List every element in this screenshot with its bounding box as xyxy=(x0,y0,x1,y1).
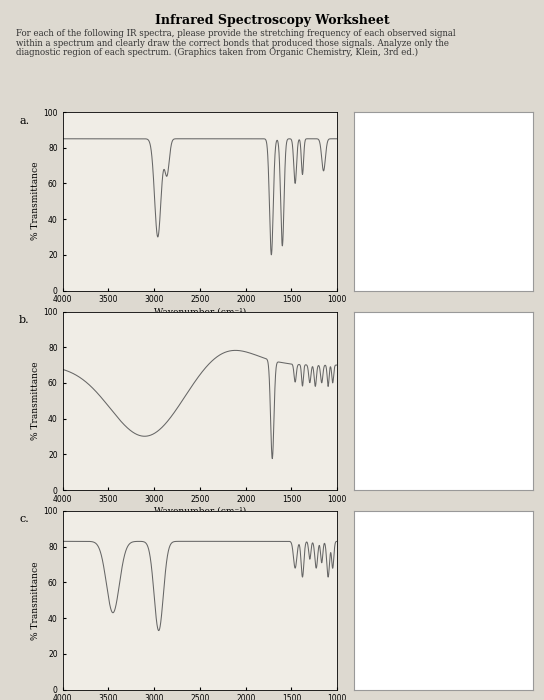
Y-axis label: % Transmittance: % Transmittance xyxy=(32,162,40,241)
Y-axis label: % Transmittance: % Transmittance xyxy=(32,361,40,440)
X-axis label: Wavenumber (cm⁻¹): Wavenumber (cm⁻¹) xyxy=(154,307,246,316)
Text: diagnostic region of each spectrum. (Graphics taken from Organic Chemistry, Klei: diagnostic region of each spectrum. (Gra… xyxy=(16,48,418,57)
Text: b.: b. xyxy=(19,315,30,325)
Text: Infrared Spectroscopy Worksheet: Infrared Spectroscopy Worksheet xyxy=(154,14,390,27)
Text: c.: c. xyxy=(19,514,29,524)
Y-axis label: % Transmittance: % Transmittance xyxy=(32,561,40,640)
X-axis label: Wavenumber (cm⁻¹): Wavenumber (cm⁻¹) xyxy=(154,507,246,516)
Text: For each of the following IR spectra, please provide the stretching frequency of: For each of the following IR spectra, pl… xyxy=(16,29,456,38)
Text: a.: a. xyxy=(19,116,29,125)
Text: within a spectrum and clearly draw the correct bonds that produced those signals: within a spectrum and clearly draw the c… xyxy=(16,38,449,48)
